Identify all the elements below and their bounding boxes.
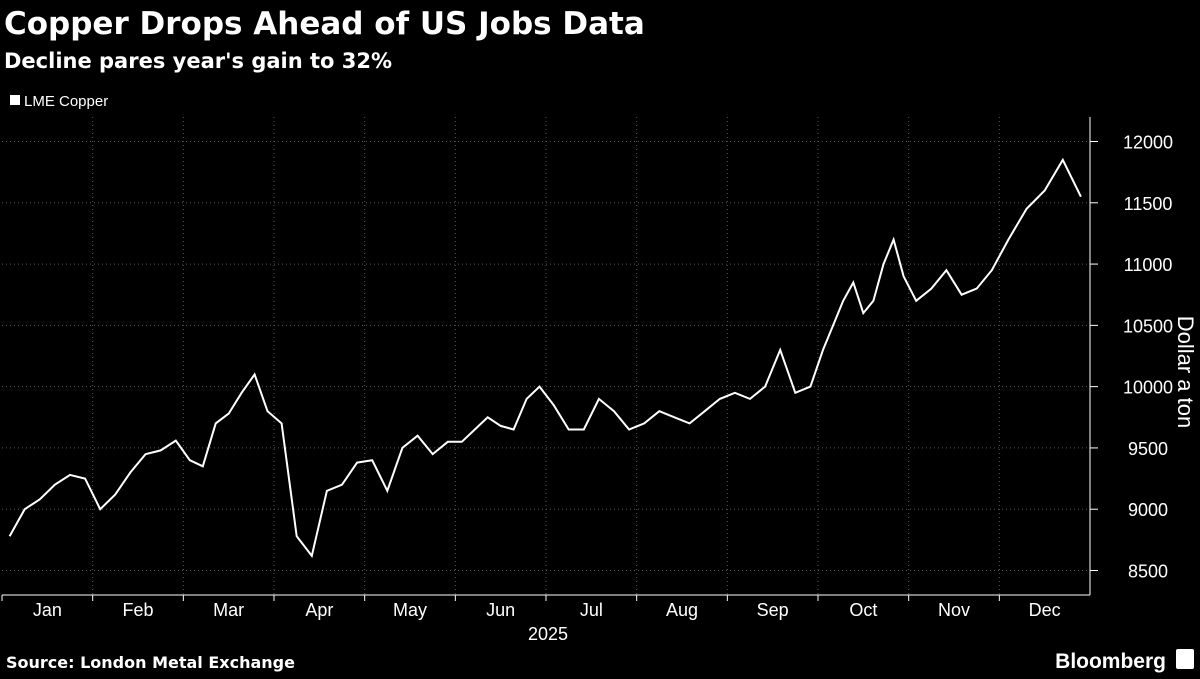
- brand: Bloomberg: [1055, 650, 1166, 673]
- x-tick-label: Jan: [33, 600, 62, 620]
- x-tick-label: Nov: [938, 600, 970, 620]
- y-tick-label: 9500: [1128, 439, 1168, 459]
- legend-swatch: [10, 95, 20, 105]
- y-tick-label: 8500: [1128, 561, 1168, 581]
- x-axis-label: 2025: [528, 624, 568, 644]
- y-tick-label: 10000: [1123, 378, 1173, 398]
- x-tick-label: Aug: [666, 600, 698, 620]
- x-tick-label: Jul: [580, 600, 603, 620]
- y-tick-label: 9000: [1128, 500, 1168, 520]
- x-tick-label: Oct: [849, 600, 877, 620]
- x-tick-label: May: [393, 600, 427, 620]
- x-tick-label: Jun: [486, 600, 515, 620]
- source: Source: London Metal Exchange: [6, 653, 295, 672]
- legend-label: LME Copper: [24, 93, 108, 110]
- x-tick-label: Sep: [757, 600, 789, 620]
- x-tick-label: Mar: [213, 600, 244, 620]
- y-tick-label: 11000: [1124, 255, 1173, 275]
- chart-subtitle: Decline pares year's gain to 32%: [4, 49, 392, 73]
- brand-icon: [1176, 649, 1194, 669]
- chart-title: Copper Drops Ahead of US Jobs Data: [4, 6, 645, 42]
- y-tick-label: 10500: [1123, 316, 1173, 336]
- y-tick-label: 12000: [1123, 133, 1173, 153]
- line: [8, 157, 1082, 559]
- y-tick-label: 11500: [1124, 194, 1173, 214]
- x-tick-label: Apr: [305, 600, 333, 620]
- y-axis-label: Dollar a ton: [1173, 316, 1198, 429]
- x-tick-label: Feb: [122, 600, 153, 620]
- x-tick-label: Dec: [1029, 600, 1061, 620]
